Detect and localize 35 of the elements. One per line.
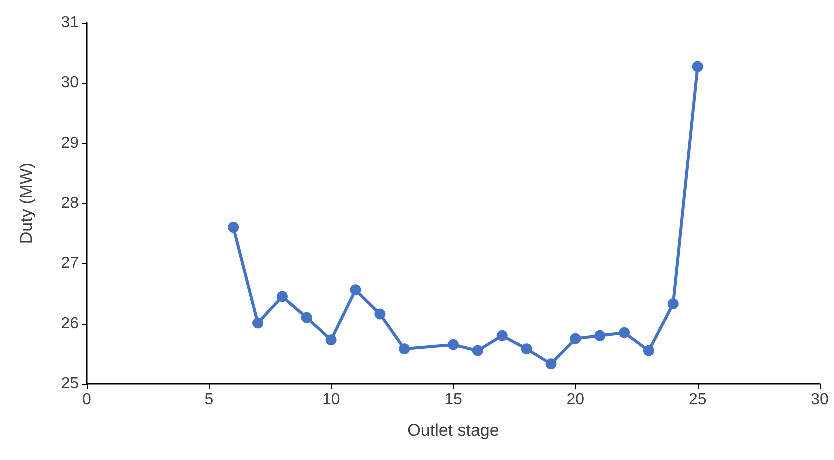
y-tick-label: 25 (61, 376, 80, 392)
point (399, 344, 410, 355)
point (472, 345, 484, 356)
point (228, 222, 240, 234)
point (374, 308, 386, 320)
point (350, 284, 362, 296)
point (668, 298, 679, 310)
x-tick-label: 25 (688, 392, 707, 408)
x-tick-label: 0 (82, 392, 92, 408)
y-tick-label: 28 (61, 195, 80, 212)
point (276, 291, 288, 302)
y-axis-title: Duty (MW) (17, 162, 36, 244)
point (643, 345, 654, 356)
x-axis-title: Outlet stage (408, 421, 500, 440)
y-tick-label: 29 (61, 134, 80, 152)
x-tick-label: 30 (811, 392, 829, 408)
y-tick-label: 31 (61, 14, 80, 32)
y-tick-label: 30 (61, 74, 80, 92)
point (594, 330, 606, 342)
point (326, 334, 337, 346)
x-tick-label: 10 (322, 392, 340, 408)
point (546, 358, 557, 370)
point (448, 339, 459, 350)
x-tick-label: 5 (204, 392, 214, 408)
point (301, 312, 312, 324)
point (692, 61, 704, 72)
x-tick-label: 15 (444, 392, 462, 408)
y-tick-label: 27 (61, 255, 80, 272)
point (570, 333, 582, 344)
point (252, 318, 264, 329)
y-tick-label: 26 (61, 315, 80, 332)
point (496, 330, 508, 342)
point (619, 327, 630, 338)
x-tick-label: 20 (566, 392, 585, 408)
point (521, 344, 532, 355)
